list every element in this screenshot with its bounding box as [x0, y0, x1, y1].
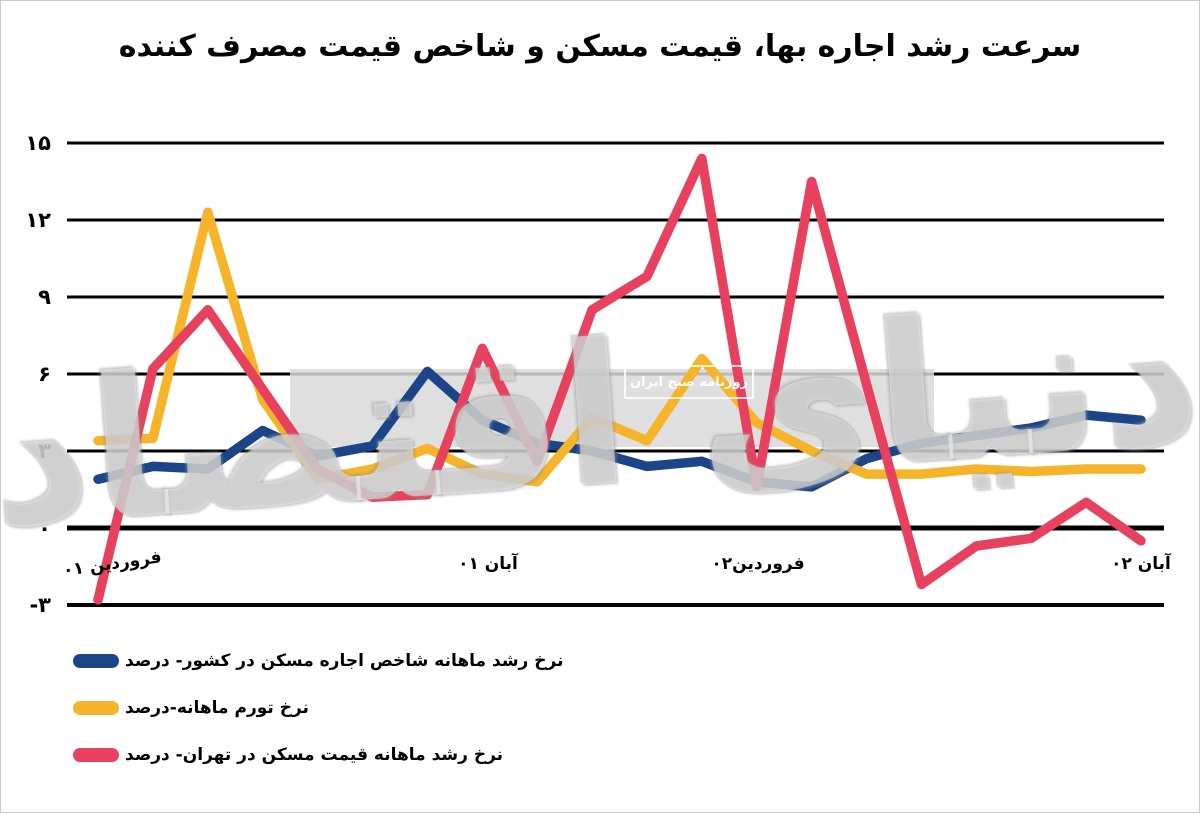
legend-label-tehran-house-price: نرخ رشد ماهانه قیمت مسکن در تهران- درصد [125, 745, 504, 765]
series-line-country-rent-index [93, 366, 1146, 492]
series-line-monthly-inflation [93, 207, 1146, 487]
legend-item-country-rent-index: نرخ رشد ماهانه شاخص اجاره مسکن در کشور- … [73, 651, 563, 671]
legend-label-monthly-inflation: نرخ تورم ماهانه-درصد [125, 698, 309, 718]
y-tick-label-0: ۰ [38, 516, 51, 540]
legend-item-monthly-inflation: نرخ تورم ماهانه-درصد [73, 698, 563, 718]
x-tick-label-19: آبان ۰۲ [1111, 552, 1172, 574]
y-tick-label-12: ۱۲ [25, 208, 51, 232]
y-tick-label-6: ۶ [38, 362, 51, 386]
chart-title: سرعت رشد اجاره بها، قیمت مسکن و شاخص قیم… [118, 29, 1082, 64]
legend-label-country-rent-index: نرخ رشد ماهانه شاخص اجاره مسکن در کشور- … [125, 651, 564, 671]
legend-swatch-tehran-house-price [73, 748, 119, 762]
y-tick-label-15: ۱۵ [25, 131, 51, 155]
legend-swatch-monthly-inflation [73, 701, 119, 715]
x-tick-label-7: آبان ۰۱ [458, 552, 519, 574]
watermark-band [290, 369, 934, 447]
y-tick-label-9: ۹ [38, 285, 51, 309]
series-line-tehran-house-price [93, 153, 1146, 605]
y-tick-label--3: -۳ [29, 593, 51, 617]
legend-item-tehran-house-price: نرخ رشد ماهانه قیمت مسکن در تهران- درصد [73, 745, 563, 765]
x-tick-label-12: فروردین۰۲ [711, 554, 804, 574]
legend-swatch-country-rent-index [73, 654, 119, 668]
legend: نرخ رشد ماهانه شاخص اجاره مسکن در کشور- … [73, 651, 563, 765]
y-tick-label-3: ۳ [38, 439, 51, 463]
